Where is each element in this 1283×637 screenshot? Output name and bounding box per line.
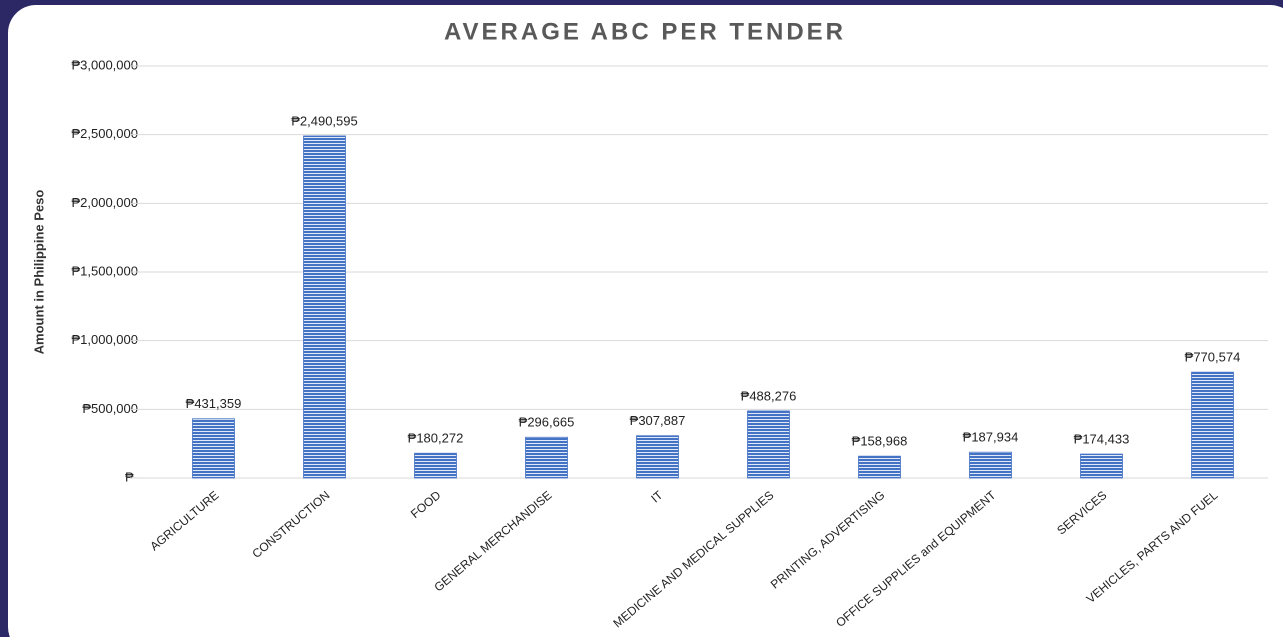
data-label: ₱174,433 [1074, 431, 1130, 446]
y-tick-label: ₱1,000,000 [71, 332, 138, 347]
y-tick-label: ₱- [125, 469, 138, 484]
bar [636, 435, 679, 479]
bar [414, 452, 457, 479]
data-label: ₱2,490,595 [291, 113, 358, 128]
data-label: ₱431,359 [186, 396, 242, 411]
data-label: ₱296,665 [519, 415, 575, 430]
chart-title: AVERAGE ABC PER TENDER [444, 18, 846, 45]
y-tick-label: ₱500,000 [82, 401, 138, 416]
panel [8, 5, 1283, 637]
bar [192, 418, 235, 479]
data-label: ₱180,272 [408, 431, 464, 446]
data-label: ₱187,934 [963, 430, 1019, 445]
bar [525, 436, 568, 479]
data-label: ₱158,968 [852, 434, 908, 449]
y-tick-label: ₱1,500,000 [71, 263, 138, 278]
y-tick-label: ₱2,000,000 [71, 195, 138, 210]
bar [1191, 371, 1234, 479]
data-label: ₱770,574 [1185, 350, 1241, 365]
bar [747, 410, 790, 479]
y-axis-label: Amount in Philippine Peso [31, 190, 46, 355]
bar [858, 455, 901, 479]
data-label: ₱307,887 [630, 413, 686, 428]
bar [969, 451, 1012, 479]
y-tick-label: ₱3,000,000 [71, 57, 138, 72]
y-tick-label: ₱2,500,000 [71, 126, 138, 141]
data-label: ₱488,276 [741, 388, 797, 403]
bar [303, 135, 346, 479]
bar [1080, 453, 1123, 479]
